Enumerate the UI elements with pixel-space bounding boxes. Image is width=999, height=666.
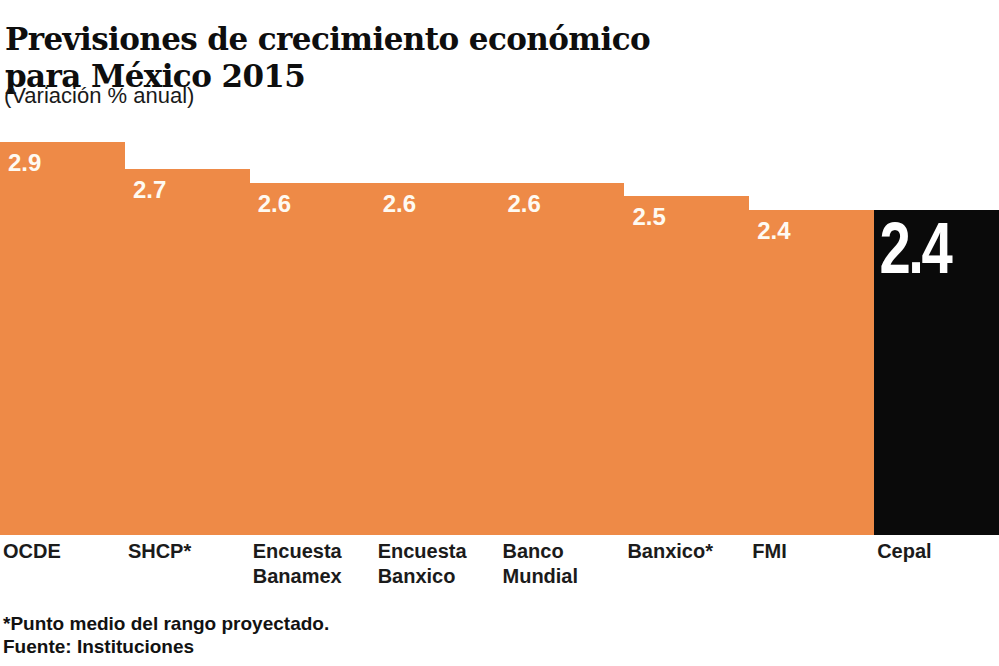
- chart-title-line1: Previsiones de crecimiento económico: [5, 21, 650, 57]
- bar-encuesta-banamex: 2.6: [250, 183, 375, 535]
- bar-fmi: 2.4: [749, 210, 874, 535]
- bar-shcp: 2.7: [125, 169, 250, 535]
- bar-banco-mundial: 2.6: [500, 183, 625, 535]
- x-label-line: Banxico: [378, 564, 500, 589]
- x-label-ocde: OCDE: [0, 539, 125, 589]
- bar-chart: 2.92.72.62.62.62.52.42.4: [0, 142, 999, 535]
- x-label-line: FMI: [752, 539, 874, 564]
- bar-value-encuesta-banxico: 2.6: [375, 183, 500, 218]
- bar-value-ocde: 2.9: [0, 142, 125, 177]
- x-label-line: Encuesta: [378, 539, 500, 564]
- x-label-line: SHCP*: [128, 539, 250, 564]
- x-label-line: Encuesta: [253, 539, 375, 564]
- bar-value-encuesta-banamex: 2.6: [250, 183, 375, 218]
- x-label-banxico: Banxico*: [624, 539, 749, 589]
- source-line: Fuente: Instituciones: [3, 635, 329, 658]
- x-label-line: Mundial: [503, 564, 625, 589]
- x-label-line: Banamex: [253, 564, 375, 589]
- x-label-fmi: FMI: [749, 539, 874, 589]
- bar-value-banxico: 2.5: [624, 196, 749, 231]
- x-label-line: OCDE: [3, 539, 125, 564]
- chart-footer: *Punto medio del rango proyectado. Fuent…: [3, 612, 329, 658]
- bar-ocde: 2.9: [0, 142, 125, 535]
- x-label-banco-mundial: BancoMundial: [500, 539, 625, 589]
- bar-encuesta-banxico: 2.6: [375, 183, 500, 535]
- x-label-line: Cepal: [877, 539, 999, 564]
- x-label-line: Banxico*: [627, 539, 749, 564]
- bar-banxico: 2.5: [624, 196, 749, 535]
- bar-cepal: 2.4: [874, 210, 999, 535]
- x-label-line: Banco: [503, 539, 625, 564]
- bar-value-banco-mundial: 2.6: [500, 183, 625, 218]
- bar-value-fmi: 2.4: [749, 210, 874, 245]
- chart-page: Previsiones de crecimiento económico par…: [0, 0, 999, 666]
- chart-subtitle: (Variación % anual): [4, 83, 194, 109]
- x-label-shcp: SHCP*: [125, 539, 250, 589]
- x-label-encuesta-banamex: EncuestaBanamex: [250, 539, 375, 589]
- footnote: *Punto medio del rango proyectado.: [3, 612, 329, 635]
- x-label-encuesta-banxico: EncuestaBanxico: [375, 539, 500, 589]
- x-axis-labels: OCDESHCP*EncuestaBanamexEncuestaBanxicoB…: [0, 539, 999, 589]
- x-label-cepal: Cepal: [874, 539, 999, 589]
- bar-value-cepal: 2.4: [874, 210, 971, 278]
- bar-value-shcp: 2.7: [125, 169, 250, 204]
